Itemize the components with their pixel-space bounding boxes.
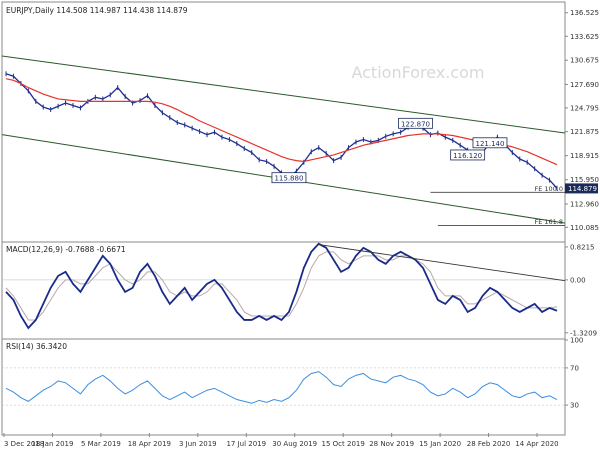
x-tick-label: 18 Apr 2019: [128, 440, 171, 448]
y-tick-label: 133.625: [570, 33, 599, 41]
x-tick-label: 14 Apr 2020: [515, 440, 558, 448]
chart-frame: [1, 1, 566, 436]
channel-upper: [1, 55, 566, 134]
x-tick-label: 30 Aug 2019: [272, 440, 317, 448]
x-tick-label: 28 Nov 2019: [369, 440, 414, 448]
y-tick-label: 112.960: [570, 200, 599, 208]
x-tick-label: 3 Jun 2019: [179, 440, 217, 448]
x-tick-label: 3 Dec 2018: [4, 440, 44, 448]
y-tick-label: 127.690: [570, 81, 599, 89]
x-tick-label: 15 Oct 2019: [322, 440, 365, 448]
x-tick-label: 17 Jul 2019: [226, 440, 266, 448]
y-tick-label: 118.915: [570, 152, 599, 160]
y-tick-label: 0.00: [570, 276, 586, 284]
y-tick-label: 130.675: [570, 57, 599, 65]
x-tick-label: 15 Jan 2020: [419, 440, 461, 448]
annotation-label: 122.870: [401, 120, 430, 128]
header-ohlc: EURJPY,Daily 114.508 114.987 114.438 114…: [6, 6, 188, 15]
last-price-box: [565, 183, 598, 194]
y-tick-label: 30: [570, 402, 579, 410]
fe-level-label: FE 100.0: [534, 185, 563, 193]
macd-signal-line: [5, 251, 558, 321]
y-tick-label: 70: [570, 364, 579, 372]
annotation-label: 115.880: [274, 175, 303, 183]
rsi-title: RSI(14) 36.3420: [6, 342, 67, 351]
rsi-line: [5, 371, 558, 404]
x-tick-label: 5 Mar 2019: [81, 440, 121, 448]
x-tick-label: 28 Feb 2020: [467, 440, 511, 448]
y-tick-label: 0.8215: [570, 243, 595, 251]
annotation-box: [271, 172, 307, 184]
y-tick-label: 110.085: [570, 224, 599, 232]
macd-trend-line: [318, 244, 566, 282]
last-price-label: 114.879: [568, 185, 597, 193]
y-tick-label: 100: [570, 337, 583, 345]
watermark: ActionForex.com: [351, 63, 484, 82]
y-tick-label: 115.950: [570, 176, 599, 184]
moving-average-line: [5, 78, 558, 166]
annotation-box: [398, 117, 433, 129]
x-tick-label: 18 Jan 2019: [31, 440, 73, 448]
fe-level-label: FE 161.8: [534, 218, 563, 226]
annotation-label: 121.140: [476, 140, 505, 148]
macd-line: [5, 242, 558, 330]
y-tick-label: -1.3209: [570, 329, 597, 337]
annotation-box: [450, 149, 486, 161]
annotation-box: [472, 137, 508, 149]
macd-title: MACD(12,26,9) -0.7688 -0.6671: [6, 245, 126, 254]
y-tick-label: 121.875: [570, 128, 599, 136]
y-tick-label: 124.795: [570, 104, 599, 112]
annotation-label: 116.120: [453, 152, 482, 160]
y-tick-label: 136.525: [570, 9, 599, 17]
